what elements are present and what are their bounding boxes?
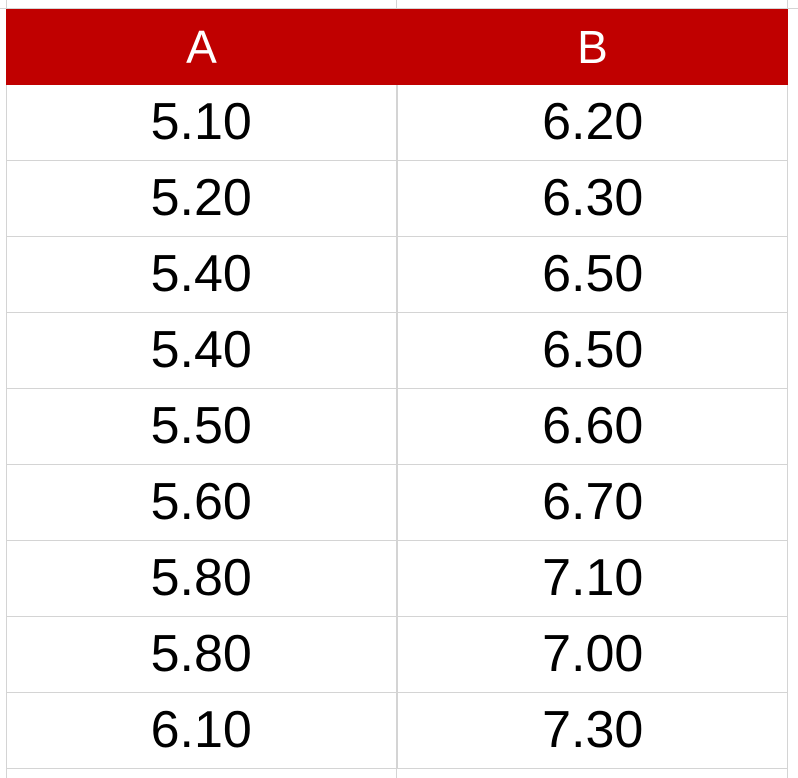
table-cell-b[interactable]: 7.00: [397, 616, 788, 693]
header-row: A B: [6, 9, 788, 85]
table-cell-a[interactable]: 5.10: [6, 85, 398, 161]
header-cell-b[interactable]: B: [397, 9, 788, 85]
table-row: 5.40 6.50: [6, 236, 788, 313]
table-cell-a[interactable]: 5.60: [6, 464, 398, 541]
table-row: 5.10 6.20: [6, 85, 788, 161]
table-cell-b[interactable]: 6.70: [397, 464, 788, 541]
table-row: 5.80 7.00: [6, 616, 788, 693]
table-cell-a[interactable]: 5.40: [6, 312, 398, 389]
table-cell-b[interactable]: 6.50: [397, 236, 788, 313]
table-cell-b[interactable]: 7.30: [397, 692, 788, 769]
table-cell-b[interactable]: 6.20: [397, 85, 788, 161]
data-table: A B 5.10 6.20 5.20 6.30 5.40 6.50 5.40 6.50 5.50…: [6, 9, 788, 769]
table-cell-a[interactable]: 5.80: [6, 616, 398, 693]
table-body: 5.10 6.20 5.20 6.30 5.40 6.50 5.40 6.50 5.50 6.60…: [6, 85, 788, 769]
header-cell-a[interactable]: A: [6, 9, 397, 85]
table-cell-b[interactable]: 6.60: [397, 388, 788, 465]
table-cell-a[interactable]: 5.20: [6, 160, 398, 237]
gridline-top: [0, 8, 798, 9]
table-cell-a[interactable]: 5.40: [6, 236, 398, 313]
table-cell-a[interactable]: 6.10: [6, 692, 398, 769]
table-row: 5.50 6.60: [6, 388, 788, 465]
table-row: 5.80 7.10: [6, 540, 788, 617]
table-cell-b[interactable]: 6.50: [397, 312, 788, 389]
table-row: 5.20 6.30: [6, 160, 788, 237]
table-cell-b[interactable]: 6.30: [397, 160, 788, 237]
table-row: 5.40 6.50: [6, 312, 788, 389]
table-cell-a[interactable]: 5.80: [6, 540, 398, 617]
table-row: 6.10 7.30: [6, 692, 788, 769]
table-cell-b[interactable]: 7.10: [397, 540, 788, 617]
table-row: 5.60 6.70: [6, 464, 788, 541]
table-cell-a[interactable]: 5.50: [6, 388, 398, 465]
